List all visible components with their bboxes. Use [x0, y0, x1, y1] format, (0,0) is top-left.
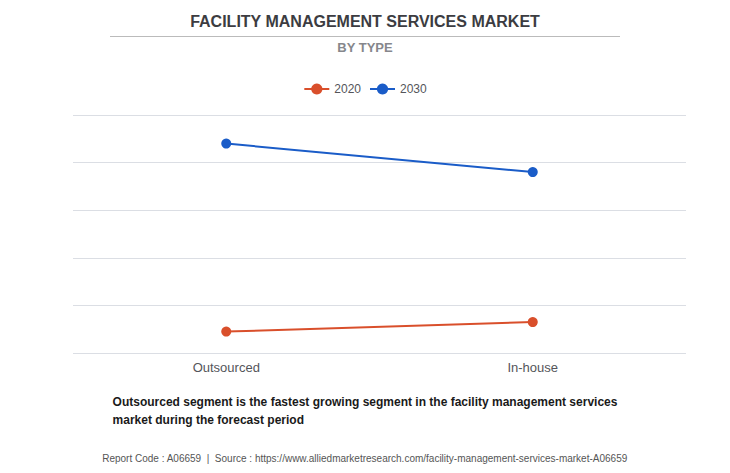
svg-text:FACILITY MANAGEMENT SERVICES M: FACILITY MANAGEMENT SERVICES MARKET: [190, 13, 540, 30]
svg-text:2020: 2020: [334, 82, 361, 96]
svg-text:Report Code : A06659 | Sourc: Report Code : A06659 | Source : https://…: [102, 453, 627, 464]
svg-text:In-house: In-house: [507, 360, 558, 375]
svg-text:Outsourced: Outsourced: [193, 360, 260, 375]
svg-text:Outsourced segment is the fast: Outsourced segment is the fastest growin…: [113, 395, 618, 409]
svg-text:2030: 2030: [400, 82, 427, 96]
svg-text:BY TYPE: BY TYPE: [337, 40, 393, 55]
svg-text:market during the forecast per: market during the forecast period: [113, 413, 304, 427]
